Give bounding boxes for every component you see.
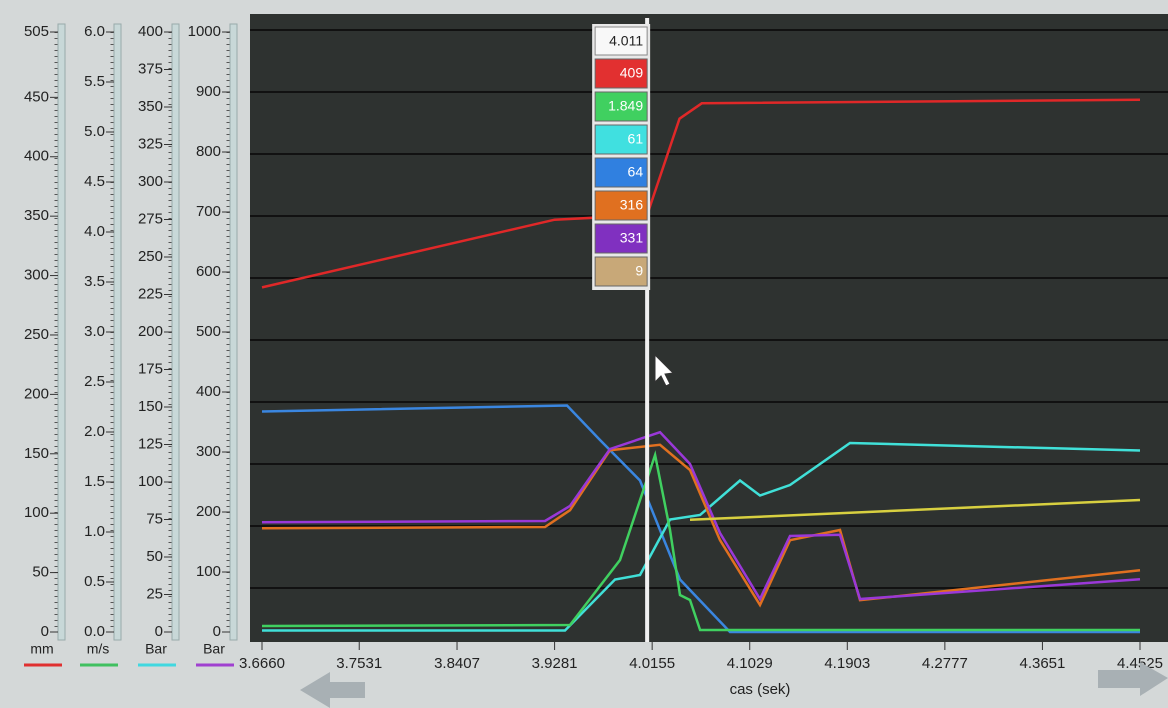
y-tick-label: 175 [138, 360, 163, 377]
y-tick-label: 100 [138, 473, 163, 490]
y-tick-label: 100 [24, 504, 49, 521]
unit-label: Bar [145, 641, 167, 657]
y-tick-label: 0.5 [84, 573, 105, 590]
y-tick-label: 2.5 [84, 373, 105, 390]
x-tick-label: 4.1029 [727, 655, 773, 672]
unit-label: Bar [203, 641, 225, 657]
x-tick-label: 3.6660 [239, 655, 285, 672]
y-tick-label: 800 [196, 143, 221, 160]
y-tick-label: 225 [138, 285, 163, 302]
y-tick-label: 3.5 [84, 273, 105, 290]
y-tick-label: 5.5 [84, 73, 105, 90]
y-tick-label: 1.0 [84, 523, 105, 540]
y-tick-label: 300 [24, 267, 49, 284]
axis-spine [230, 24, 237, 640]
y-tick-label: 1000 [188, 23, 221, 40]
x-axis-label: cas (sek) [730, 681, 791, 698]
axis-spine [114, 24, 121, 640]
y-tick-label: 75 [146, 510, 163, 527]
y-tick-label: 0 [41, 623, 49, 640]
y-tick-label: 375 [138, 60, 163, 77]
readout-value: 331 [620, 230, 644, 246]
y-tick-label: 100 [196, 563, 221, 580]
y-tick-label: 700 [196, 203, 221, 220]
y-tick-label: 450 [24, 88, 49, 105]
axis-spine [58, 24, 65, 640]
y-tick-label: 5.0 [84, 123, 105, 140]
axis-spine [172, 24, 179, 640]
unit-label: m/s [87, 641, 110, 657]
readout-value: 1.849 [608, 98, 643, 114]
y-tick-label: 0.0 [84, 623, 105, 640]
y-tick-label: 6.0 [84, 23, 105, 40]
plot-area [250, 14, 1168, 642]
y-tick-label: 350 [138, 98, 163, 115]
y-tick-label: 2.0 [84, 423, 105, 440]
unit-label: mm [30, 641, 53, 657]
x-tick-label: 3.8407 [434, 655, 480, 672]
y-tick-label: 900 [196, 83, 221, 100]
y-tick-label: 400 [196, 383, 221, 400]
y-tick-label: 150 [138, 398, 163, 415]
cursor-readout: 4.011 409 1.849 61 64 316 331 9 [592, 24, 650, 290]
y-tick-label: 250 [24, 326, 49, 343]
y-tick-label: 250 [138, 248, 163, 265]
readout-time: 4.011 [609, 33, 643, 49]
screen: 050100150200250300350400450505mm0.00.51.… [0, 0, 1168, 708]
y-tick-label: 300 [196, 443, 221, 460]
y-tick-label: 3.0 [84, 323, 105, 340]
y-tick-label: 200 [196, 503, 221, 520]
y-tick-label: 4.0 [84, 223, 105, 240]
y-tick-label: 400 [24, 148, 49, 165]
y-tick-label: 4.5 [84, 173, 105, 190]
readout-value: 409 [620, 65, 644, 81]
y-tick-label: 300 [138, 173, 163, 190]
y-tick-label: 400 [138, 23, 163, 40]
y-tick-label: 25 [146, 585, 163, 602]
y-tick-label: 125 [138, 435, 163, 452]
y-tick-label: 50 [146, 548, 163, 565]
y-tick-label: 1.5 [84, 473, 105, 490]
y-tick-label: 500 [196, 323, 221, 340]
y-tick-label: 275 [138, 210, 163, 227]
y-tick-label: 0 [213, 623, 221, 640]
y-tick-label: 350 [24, 207, 49, 224]
x-tick-label: 4.0155 [629, 655, 675, 672]
y-tick-label: 50 [32, 564, 49, 581]
x-tick-label: 3.9281 [532, 655, 578, 672]
y-tick-label: 150 [24, 445, 49, 462]
x-tick-label: 3.7531 [336, 655, 382, 672]
x-tick-label: 4.1903 [824, 655, 870, 672]
y-tick-label: 200 [24, 385, 49, 402]
x-tick-label: 4.3651 [1019, 655, 1065, 672]
readout-value: 316 [620, 197, 644, 213]
y-tick-label: 200 [138, 323, 163, 340]
readout-value: 64 [628, 164, 644, 180]
readout-value: 61 [628, 131, 644, 147]
readout-value: 9 [635, 263, 643, 279]
y-tick-label: 600 [196, 263, 221, 280]
x-tick-label: 4.2777 [922, 655, 968, 672]
y-tick-label: 0 [155, 623, 163, 640]
y-tick-label: 325 [138, 135, 163, 152]
y-tick-label: 505 [24, 23, 49, 40]
